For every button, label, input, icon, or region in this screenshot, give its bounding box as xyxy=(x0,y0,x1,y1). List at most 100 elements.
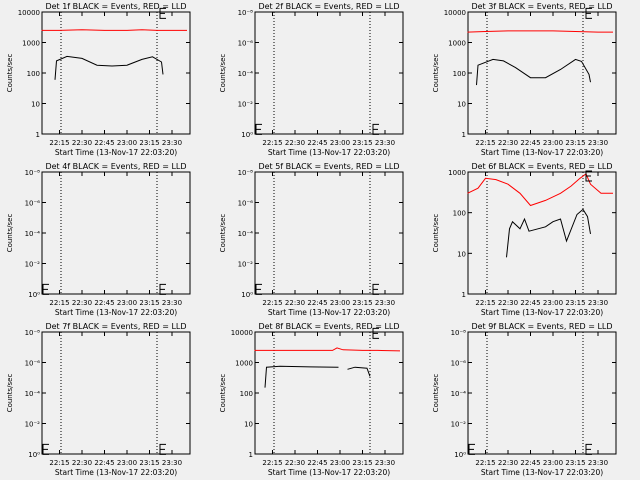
y-tick-label: 10⁻² xyxy=(238,101,254,109)
x-tick-label: 23:15 xyxy=(352,299,372,307)
x-tick-label: 22:15 xyxy=(262,139,282,147)
y-tick-label: 100 xyxy=(453,210,466,218)
x-tick-label: 23:15 xyxy=(352,459,372,467)
x-tick-label: 23:00 xyxy=(543,139,563,147)
x-tick-label: 23:30 xyxy=(375,459,395,467)
x-tick-label: 23:00 xyxy=(117,139,137,147)
y-tick-label: 1000 xyxy=(235,360,253,368)
x-tick-label: 23:30 xyxy=(588,299,608,307)
x-tick-label: 23:15 xyxy=(565,299,585,307)
error-bar-mark xyxy=(159,443,166,455)
x-tick-label: 22:30 xyxy=(285,459,305,467)
x-tick-label: 23:00 xyxy=(543,299,563,307)
y-tick-label: 10⁻⁴ xyxy=(25,230,41,238)
error-bar-mark xyxy=(42,443,49,455)
x-axis-label: Start Time (13-Nov-17 22:03:20) xyxy=(55,308,177,317)
plot-panel: Det 3f BLACK = Events, RED = LLD 1 10 100 10… xyxy=(432,2,617,157)
y-tick-label: 10 xyxy=(244,421,253,429)
plot-panel: Det 6f BLACK = Events, RED = LLD 1 10 100 10… xyxy=(432,162,617,317)
error-bar-mark xyxy=(468,443,475,455)
x-tick-label: 23:00 xyxy=(543,459,563,467)
y-tick-label: 10⁻⁸ xyxy=(25,169,41,177)
error-bar-mark xyxy=(255,123,262,135)
x-tick-label: 22:45 xyxy=(94,139,114,147)
x-tick-label: 22:45 xyxy=(520,139,540,147)
x-tick-label: 22:15 xyxy=(49,139,69,147)
y-axis-label: Counts/sec xyxy=(6,214,14,253)
x-tick-label: 23:15 xyxy=(565,459,585,467)
y-tick-label: 1 xyxy=(249,451,253,459)
error-bar-mark xyxy=(42,283,49,295)
y-tick-label: 10⁻⁴ xyxy=(25,390,41,398)
plot-panel: Det 5f BLACK = Events, RED = LLD 10⁰ 10⁻² 1… xyxy=(219,162,404,317)
y-tick-label: 10⁻⁶ xyxy=(25,200,41,208)
y-axis-label: Counts/sec xyxy=(432,374,440,413)
plot-title: Det 3f BLACK = Events, RED = LLD xyxy=(471,2,612,11)
x-tick-label: 22:45 xyxy=(94,299,114,307)
y-tick-label: 10⁰ xyxy=(28,451,40,459)
x-tick-label: 23:30 xyxy=(162,299,182,307)
plot-panel: Det 8f BLACK = Events, RED = LLD 1 10 100 10… xyxy=(219,322,404,477)
y-tick-label: 10⁻² xyxy=(451,421,467,429)
x-tick-label: 23:30 xyxy=(588,459,608,467)
x-tick-label: 22:45 xyxy=(520,299,540,307)
x-tick-label: 22:30 xyxy=(498,299,518,307)
x-tick-label: 23:15 xyxy=(139,459,159,467)
x-tick-label: 22:45 xyxy=(307,139,327,147)
x-tick-label: 22:15 xyxy=(475,459,495,467)
x-tick-label: 23:00 xyxy=(117,299,137,307)
plot-panel: Det 1f BLACK = Events, RED = LLD 1 10 100 10… xyxy=(6,2,191,157)
y-tick-label: 1 xyxy=(462,291,466,299)
y-tick-label: 1000 xyxy=(448,40,466,48)
x-tick-label: 22:15 xyxy=(49,459,69,467)
x-tick-label: 23:00 xyxy=(330,459,350,467)
y-tick-label: 10000 xyxy=(444,9,466,17)
y-tick-label: 1 xyxy=(462,131,466,139)
x-axis-label: Start Time (13-Nov-17 22:03:20) xyxy=(268,308,390,317)
x-axis-label: Start Time (13-Nov-17 22:03:20) xyxy=(481,308,603,317)
y-tick-label: 1000 xyxy=(22,40,40,48)
y-tick-label: 10 xyxy=(31,101,40,109)
plot-title: Det 4f BLACK = Events, RED = LLD xyxy=(45,162,186,171)
y-tick-label: 10000 xyxy=(18,9,40,17)
lld-series-line xyxy=(254,347,401,352)
error-bar-mark xyxy=(159,7,166,19)
x-axis-label: Start Time (13-Nov-17 22:03:20) xyxy=(268,468,390,477)
x-tick-label: 22:30 xyxy=(498,459,518,467)
error-bar-mark xyxy=(372,283,379,295)
y-tick-label: 10⁻⁴ xyxy=(238,70,254,78)
x-tick-label: 22:30 xyxy=(498,139,518,147)
error-bar-mark xyxy=(372,327,379,339)
x-tick-label: 22:45 xyxy=(307,459,327,467)
y-tick-label: 100 xyxy=(453,70,466,78)
error-bar-mark xyxy=(585,170,592,182)
events-series-line xyxy=(506,208,591,258)
events-series-line xyxy=(347,366,371,377)
error-bar-mark xyxy=(585,443,592,455)
x-tick-label: 23:00 xyxy=(117,459,137,467)
y-tick-label: 10⁻⁸ xyxy=(451,329,467,337)
x-tick-label: 22:30 xyxy=(285,139,305,147)
plot-title: Det 6f BLACK = Events, RED = LLD xyxy=(471,162,612,171)
error-bar-mark xyxy=(159,283,166,295)
plot-panel: Det 7f BLACK = Events, RED = LLD 10⁰ 10⁻² 1… xyxy=(6,322,191,477)
x-tick-label: 23:15 xyxy=(139,299,159,307)
y-tick-label: 10⁻⁸ xyxy=(238,9,254,17)
x-axis-label: Start Time (13-Nov-17 22:03:20) xyxy=(55,468,177,477)
plot-panel: Det 4f BLACK = Events, RED = LLD 10⁰ 10⁻² 1… xyxy=(6,162,191,317)
lld-series-line xyxy=(41,29,187,31)
y-tick-label: 10⁻⁶ xyxy=(451,360,467,368)
y-axis-label: Counts/sec xyxy=(219,54,227,93)
y-tick-label: 10 xyxy=(457,101,466,109)
x-tick-label: 23:30 xyxy=(375,139,395,147)
x-axis-label: Start Time (13-Nov-17 22:03:20) xyxy=(268,148,390,157)
x-tick-label: 22:45 xyxy=(94,459,114,467)
x-axis-label: Start Time (13-Nov-17 22:03:20) xyxy=(481,148,603,157)
plot-title: Det 9f BLACK = Events, RED = LLD xyxy=(471,322,612,331)
x-tick-label: 23:00 xyxy=(330,139,350,147)
y-tick-label: 10⁻⁴ xyxy=(451,390,467,398)
y-tick-label: 10⁻⁸ xyxy=(25,329,41,337)
x-tick-label: 22:15 xyxy=(475,139,495,147)
events-series-line xyxy=(54,55,164,80)
